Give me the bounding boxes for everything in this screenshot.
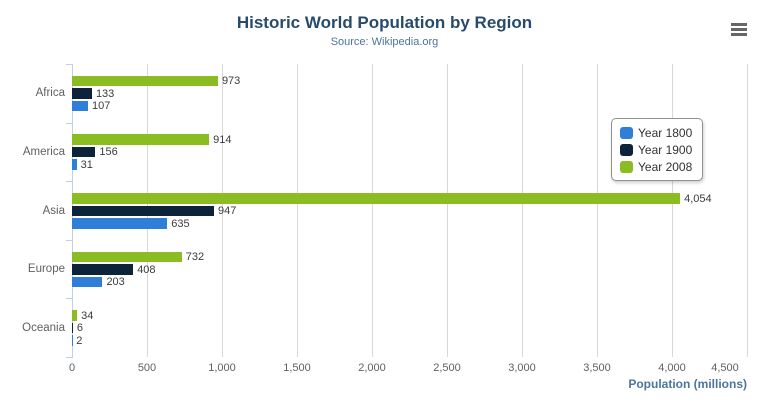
bar-year-1900-europe[interactable] bbox=[72, 264, 134, 275]
legend-item-year-1900[interactable]: Year 1900 bbox=[620, 141, 692, 158]
chart-title: Historic World Population by Region bbox=[236, 13, 533, 32]
bar-value-year-1900-europe: 408 bbox=[137, 263, 156, 276]
gridline-4000 bbox=[672, 64, 673, 357]
x-axis-label-3000: 3,000 bbox=[508, 362, 536, 374]
x-axis-label-1000: 1,000 bbox=[208, 362, 236, 374]
gridline-1500 bbox=[297, 64, 298, 357]
category-axis-tick bbox=[66, 239, 72, 241]
bar-year-1900-america[interactable] bbox=[72, 146, 96, 158]
gridline-2000 bbox=[372, 64, 373, 357]
legend-box: Year 1800 Year 1900 Year 2008 bbox=[611, 118, 704, 181]
category-label-oceania: Oceania bbox=[22, 321, 65, 334]
hamburger-bar bbox=[731, 27, 747, 31]
bar-year-2008-asia[interactable] bbox=[72, 193, 681, 204]
bar-year-2008-europe[interactable] bbox=[72, 251, 182, 263]
bar-value-year-2008-africa: 973 bbox=[221, 75, 241, 88]
x-axis-label-2000: 2,000 bbox=[358, 362, 386, 374]
bar-year-1900-asia[interactable] bbox=[72, 205, 215, 216]
bar-value-year-1800-europe: 203 bbox=[106, 276, 125, 289]
category-axis-tick bbox=[66, 181, 72, 183]
category-axis-tick bbox=[66, 298, 72, 300]
bar-year-2008-america[interactable] bbox=[72, 134, 210, 145]
x-axis-label-500: 500 bbox=[137, 362, 157, 374]
bar-value-year-2008-asia: 4,054 bbox=[684, 192, 712, 205]
category-label-america: America bbox=[22, 145, 65, 158]
gridline-4500 bbox=[747, 64, 748, 357]
bar-value-year-1800-oceania: 2 bbox=[76, 334, 83, 347]
category-label-europe: Europe bbox=[27, 263, 65, 276]
bar-year-2008-africa[interactable] bbox=[72, 75, 218, 87]
bar-year-1800-europe[interactable] bbox=[72, 276, 103, 288]
chart-subtitle: Source: Wikipedia.org bbox=[330, 36, 439, 48]
bar-value-year-1800-america: 31 bbox=[80, 158, 93, 171]
bar-year-1800-africa[interactable] bbox=[72, 100, 89, 112]
legend-label: Year 2008 bbox=[638, 159, 693, 174]
hamburger-bar bbox=[731, 32, 747, 36]
x-axis-label-3500: 3,500 bbox=[583, 362, 611, 374]
gridline-3500 bbox=[597, 64, 598, 357]
x-axis-label-1500: 1,500 bbox=[283, 362, 311, 374]
legend-label: Year 1900 bbox=[638, 142, 693, 157]
x-axis-label-4000: 4,000 bbox=[658, 362, 686, 374]
x-axis-label-2500: 2,500 bbox=[433, 362, 461, 374]
bar-value-year-2008-america: 914 bbox=[213, 133, 232, 146]
bar-value-year-1800-asia: 635 bbox=[171, 217, 190, 230]
bar-value-year-2008-europe: 732 bbox=[185, 251, 205, 264]
gridline-3000 bbox=[522, 64, 523, 357]
legend-item-year-2008[interactable]: Year 2008 bbox=[620, 158, 692, 175]
category-label-asia: Asia bbox=[42, 204, 65, 217]
bar-year-1800-america[interactable] bbox=[72, 159, 77, 170]
legend-swatch-year-1900 bbox=[620, 143, 633, 156]
hamburger-icon[interactable] bbox=[727, 18, 751, 40]
bar-value-year-1800-africa: 107 bbox=[92, 100, 111, 113]
x-axis-label-0: 0 bbox=[68, 362, 76, 374]
bar-year-1900-oceania[interactable] bbox=[72, 322, 73, 334]
legend-swatch-year-1800 bbox=[620, 126, 633, 139]
x-axis-label-4500: 4,500 bbox=[711, 362, 739, 374]
bar-value-year-1900-america: 156 bbox=[99, 146, 118, 159]
bar-year-2008-oceania[interactable] bbox=[72, 310, 78, 321]
bar-value-year-1900-asia: 947 bbox=[218, 205, 237, 217]
hamburger-bar bbox=[731, 22, 747, 26]
bar-value-year-2008-oceania: 34 bbox=[81, 309, 94, 322]
legend-swatch-year-2008 bbox=[620, 160, 633, 173]
category-axis-tick bbox=[66, 122, 72, 124]
gridline-1000 bbox=[222, 64, 223, 357]
category-axis-tick bbox=[66, 357, 72, 358]
bar-value-year-1900-africa: 133 bbox=[95, 87, 115, 100]
legend-label: Year 1800 bbox=[638, 125, 693, 140]
gridline-2500 bbox=[447, 64, 448, 357]
bar-value-year-1900-oceania: 6 bbox=[76, 322, 84, 335]
category-label-africa: Africa bbox=[35, 87, 65, 100]
bar-year-1800-asia[interactable] bbox=[72, 218, 168, 229]
legend-item-year-1800[interactable]: Year 1800 bbox=[620, 124, 692, 141]
x-axis-title: Population (millions) bbox=[628, 377, 747, 391]
category-axis-tick bbox=[66, 64, 72, 65]
bar-year-1900-africa[interactable] bbox=[72, 88, 92, 99]
